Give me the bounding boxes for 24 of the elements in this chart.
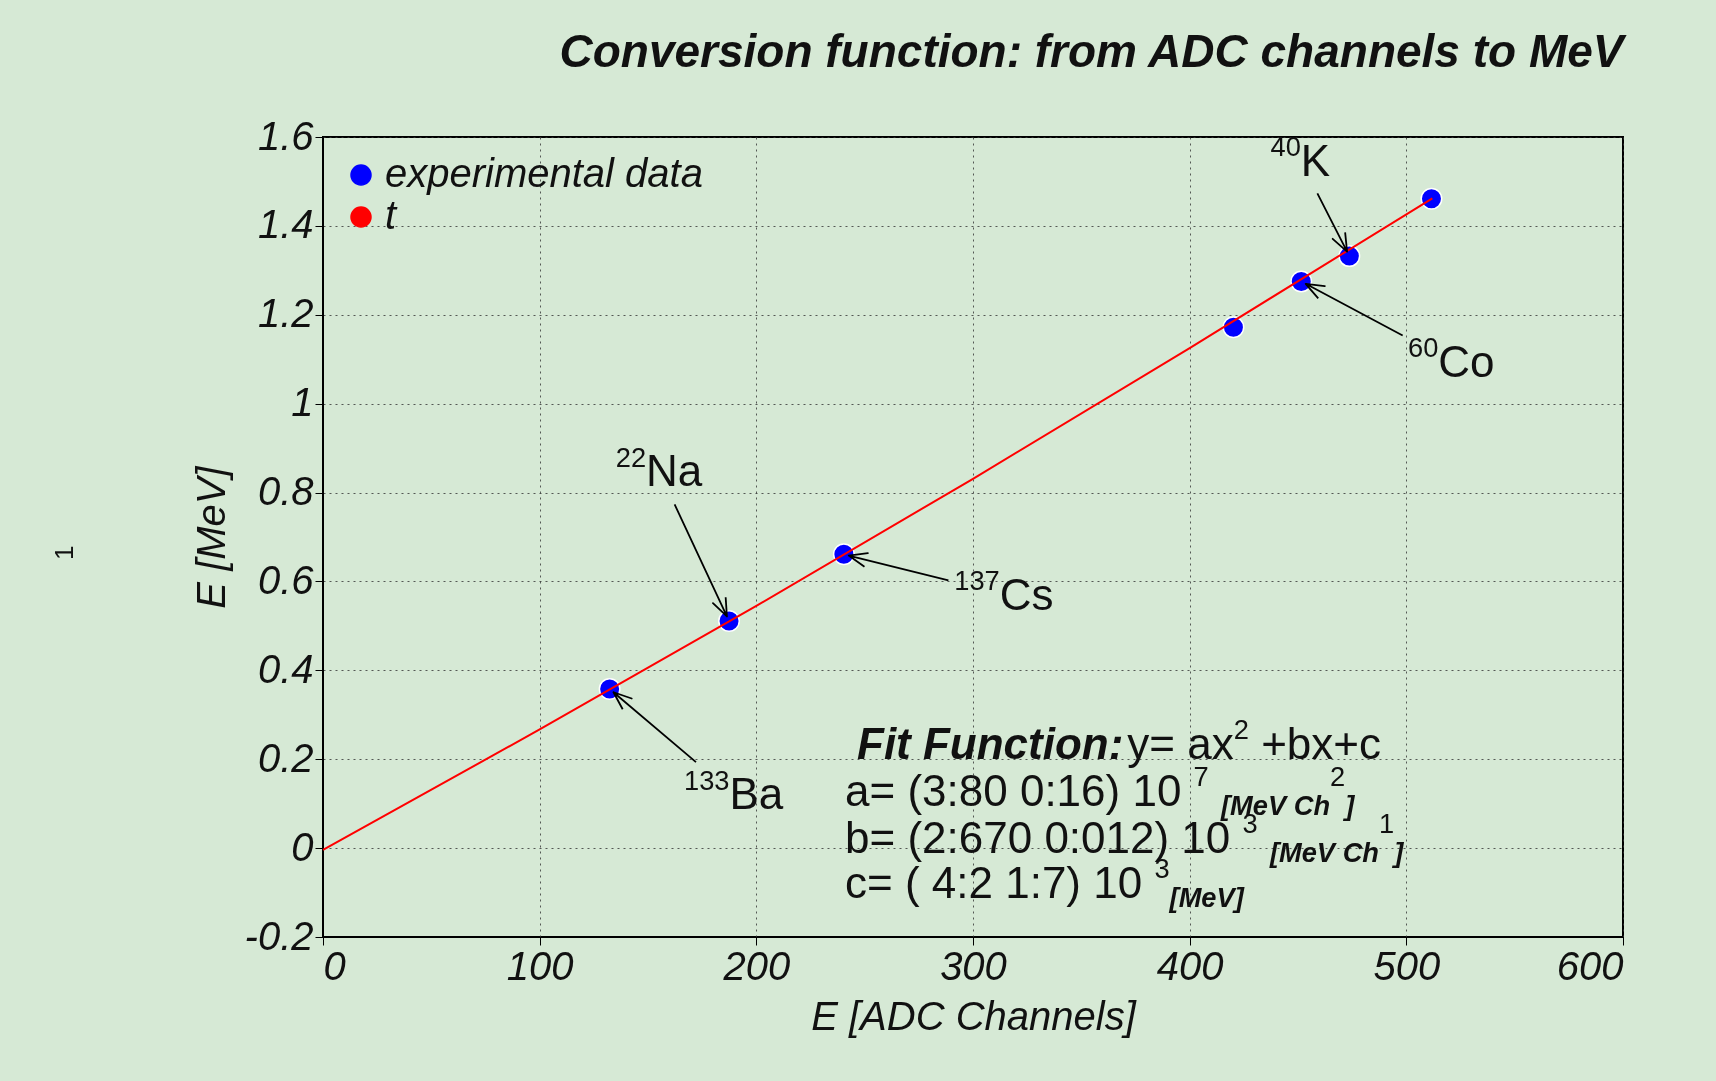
x-tick-label: 400 — [1156, 943, 1224, 988]
y-tick-label: 0 — [291, 824, 314, 869]
y-tick-label: -0.2 — [244, 913, 314, 958]
legend-label: experimental data — [385, 151, 703, 195]
x-tick-label: 500 — [1373, 943, 1441, 988]
y-tick-label: 0.6 — [257, 557, 315, 602]
y-tick-label: 0.2 — [257, 735, 314, 780]
chart-title: Conversion function: from ADC channels to MeV — [559, 25, 1627, 77]
y-tick-label: 1.6 — [257, 113, 315, 158]
y-tick-label: 1.2 — [257, 291, 314, 336]
x-tick-label: 200 — [722, 943, 791, 988]
legend-label: t — [385, 193, 398, 237]
x-axis-title: E [ADC Channels] — [811, 993, 1137, 1038]
y-tick-label: 1 — [291, 380, 314, 425]
text: 1 — [49, 545, 79, 560]
y-tick-label: 0.8 — [257, 469, 315, 514]
x-tick-label: 0 — [323, 943, 346, 988]
y-tick-label: 0.4 — [257, 646, 314, 691]
y-axis-title: E [MeV] — [188, 465, 233, 609]
y-tick-label: 1.4 — [257, 202, 314, 247]
annotation: Fit Function: — [857, 719, 1124, 768]
x-tick-label: 100 — [506, 943, 574, 988]
x-tick-label: 300 — [940, 943, 1007, 988]
x-tick-label: 600 — [1556, 943, 1624, 988]
